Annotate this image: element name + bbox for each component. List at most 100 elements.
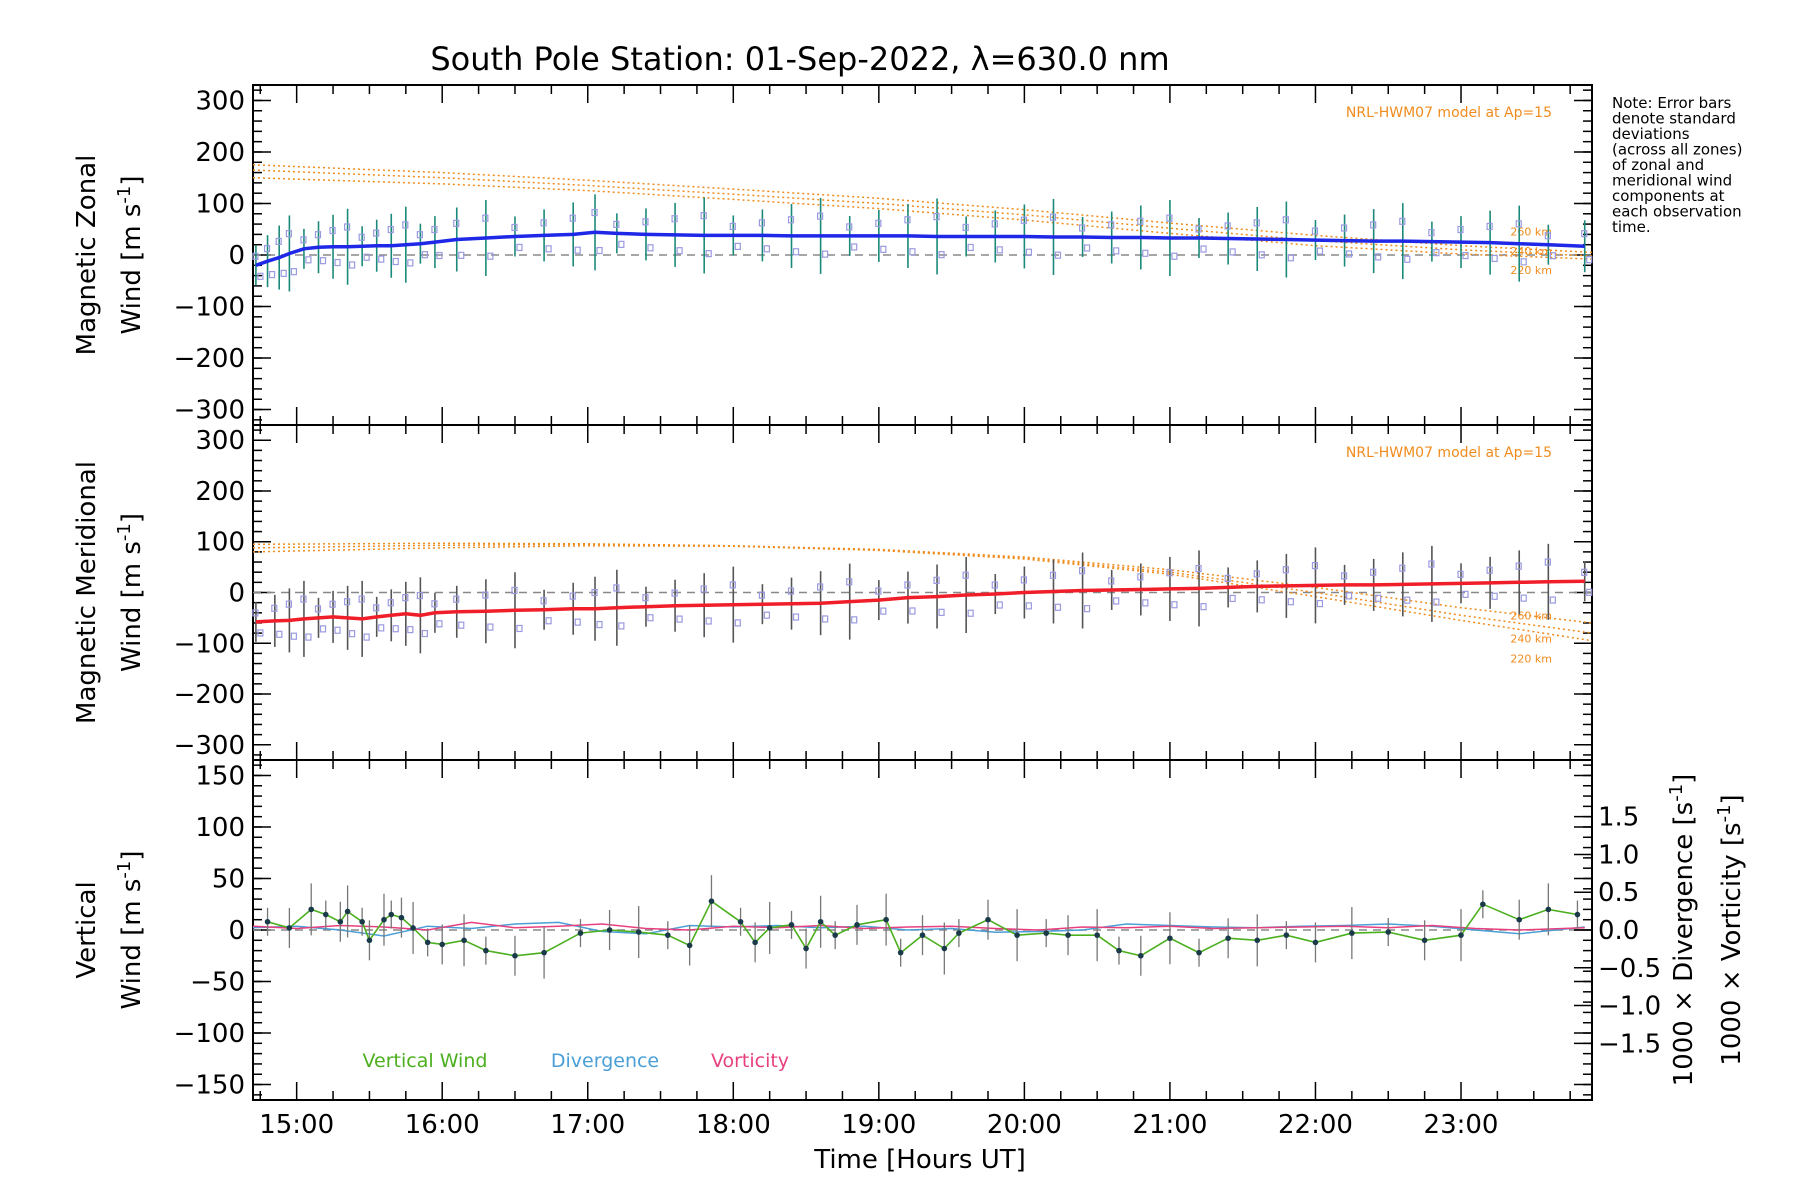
y-axis-label-bottom: Wind [m s-1] — [114, 513, 147, 672]
zone-marker — [574, 618, 581, 626]
y-tick-label: −100 — [174, 293, 245, 323]
y-tick-label: −50 — [190, 968, 245, 998]
zone-marker — [285, 600, 292, 608]
zone-marker — [642, 218, 649, 226]
zone-marker — [729, 581, 736, 589]
zone-marker — [787, 216, 795, 224]
zone-marker — [540, 219, 547, 227]
x-tick-label: 16:00 — [405, 1110, 480, 1140]
zone-marker — [319, 257, 327, 265]
zone-marker — [257, 272, 264, 280]
y2-tick-label: −0.5 — [1598, 954, 1661, 984]
vertical-wind-point — [308, 906, 315, 913]
zone-marker — [373, 229, 380, 237]
zone-marker — [1515, 220, 1522, 228]
model-label: NRL-HWM07 model at Ap=15 — [1346, 445, 1552, 461]
zone-marker — [1137, 217, 1144, 225]
chart-title: South Pole Station: 01-Sep-2022, λ=630.0… — [430, 40, 1169, 78]
zone-marker — [909, 248, 916, 256]
vertical-wind-point — [708, 898, 715, 904]
zone-marker — [904, 581, 911, 589]
zone-marker — [996, 246, 1003, 254]
zone-marker — [1311, 561, 1319, 570]
zone-marker — [880, 607, 887, 615]
zone-marker — [1282, 566, 1289, 574]
zone-marker — [734, 619, 741, 627]
zone-marker — [1108, 577, 1115, 585]
vertical-wind-point — [1545, 906, 1552, 913]
zone-marker — [1544, 558, 1551, 566]
y-axis-label-bottom: Wind [m s-1] — [114, 176, 147, 335]
vertical-wind-point — [817, 918, 824, 925]
zone-marker — [334, 626, 341, 634]
vertical-wind-point — [344, 908, 351, 915]
vertical-wind-point — [398, 914, 405, 921]
vertical-wind-point — [577, 930, 584, 936]
zone-marker — [1025, 602, 1032, 610]
y-tick-label: 200 — [195, 477, 245, 507]
vertical-wind-point — [956, 930, 962, 936]
vertical-wind-point — [286, 925, 293, 931]
zone-marker — [1316, 247, 1324, 255]
zone-marker — [458, 621, 465, 629]
zone-marker — [1433, 598, 1440, 606]
legend-vertical-wind: Vertical Wind — [363, 1050, 488, 1072]
zone-marker — [596, 620, 603, 629]
zone-marker — [1486, 222, 1493, 231]
vertical-wind-point — [1283, 932, 1290, 938]
zone-marker — [1316, 599, 1324, 608]
zone-marker — [822, 250, 829, 258]
y-axis-label-sup: -1 — [114, 186, 135, 204]
zone-marker — [846, 223, 853, 231]
zone-marker — [1166, 214, 1173, 222]
note-line: Note: Error bars — [1612, 94, 1732, 112]
zone-marker — [363, 253, 370, 261]
vorticity-axis-text: 1000 × Vorticity [s — [1717, 822, 1747, 1065]
vertical-wind-point — [1254, 937, 1261, 944]
zone-marker — [647, 244, 654, 252]
zone-marker — [1195, 225, 1202, 233]
zone-marker — [1520, 258, 1527, 266]
zone-marker — [591, 208, 598, 217]
vertical-wind-point — [985, 916, 991, 923]
zone-marker — [1520, 594, 1527, 602]
x-tick-label: 18:00 — [696, 1110, 771, 1140]
vertical-wind-point — [919, 932, 926, 938]
zone-marker — [933, 213, 940, 221]
zone-marker — [904, 216, 911, 224]
zone-marker — [358, 233, 365, 241]
x-tick-label: 21:00 — [1132, 1110, 1207, 1140]
zone-marker — [314, 231, 322, 239]
zone-marker — [344, 223, 351, 231]
zone-marker — [671, 589, 678, 597]
zone-marker — [938, 608, 945, 616]
vertical-wind-point — [1014, 932, 1020, 938]
zone-marker — [511, 586, 518, 595]
y-tick-label: 150 — [195, 761, 245, 791]
zone-marker — [1142, 249, 1149, 257]
x-tick-label: 22:00 — [1278, 1110, 1353, 1140]
zone-marker — [1258, 251, 1265, 259]
y-tick-label: 100 — [195, 189, 245, 219]
zone-marker — [962, 223, 969, 232]
zone-marker — [851, 616, 858, 624]
zone-marker — [387, 599, 394, 607]
divergence-axis-label: 1000 × Divergence [s-1] — [1666, 774, 1699, 1087]
zone-marker — [787, 587, 795, 595]
altitude-label: 220 km — [1510, 264, 1552, 277]
zone-marker — [729, 222, 736, 231]
zone-marker — [792, 248, 800, 256]
zone-marker — [1171, 601, 1178, 609]
zone-marker — [285, 230, 292, 238]
altitude-label: 240 km — [1510, 245, 1552, 258]
zone-marker — [1171, 252, 1178, 260]
zone-marker — [1399, 564, 1406, 572]
zone-marker — [252, 252, 259, 260]
y2-tick-label: −1.0 — [1598, 992, 1661, 1022]
zone-marker — [421, 629, 428, 638]
zone-marker — [1142, 599, 1149, 607]
y-tick-label: −100 — [174, 1019, 245, 1049]
